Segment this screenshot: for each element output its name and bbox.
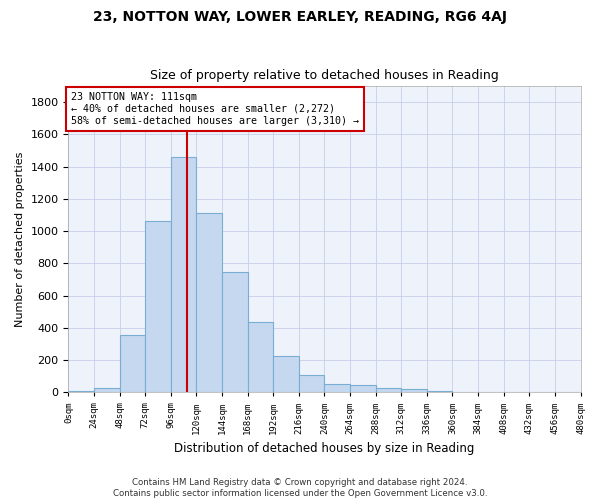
Bar xyxy=(119,335,145,392)
Bar xyxy=(145,222,171,392)
Bar xyxy=(248,322,273,392)
Bar xyxy=(325,384,350,392)
Text: Contains HM Land Registry data © Crown copyright and database right 2024.
Contai: Contains HM Land Registry data © Crown c… xyxy=(113,478,487,498)
Bar xyxy=(427,391,452,392)
Title: Size of property relative to detached houses in Reading: Size of property relative to detached ho… xyxy=(150,69,499,82)
X-axis label: Distribution of detached houses by size in Reading: Distribution of detached houses by size … xyxy=(174,442,475,455)
Bar xyxy=(299,374,325,392)
Bar xyxy=(94,388,119,392)
Bar xyxy=(196,214,222,392)
Bar xyxy=(273,356,299,393)
Text: 23 NOTTON WAY: 111sqm
← 40% of detached houses are smaller (2,272)
58% of semi-d: 23 NOTTON WAY: 111sqm ← 40% of detached … xyxy=(71,92,359,126)
Bar xyxy=(222,272,248,392)
Text: 23, NOTTON WAY, LOWER EARLEY, READING, RG6 4AJ: 23, NOTTON WAY, LOWER EARLEY, READING, R… xyxy=(93,10,507,24)
Bar xyxy=(401,389,427,392)
Bar xyxy=(376,388,401,392)
Bar xyxy=(171,157,196,392)
Y-axis label: Number of detached properties: Number of detached properties xyxy=(15,152,25,327)
Bar xyxy=(68,391,94,392)
Bar xyxy=(350,385,376,392)
